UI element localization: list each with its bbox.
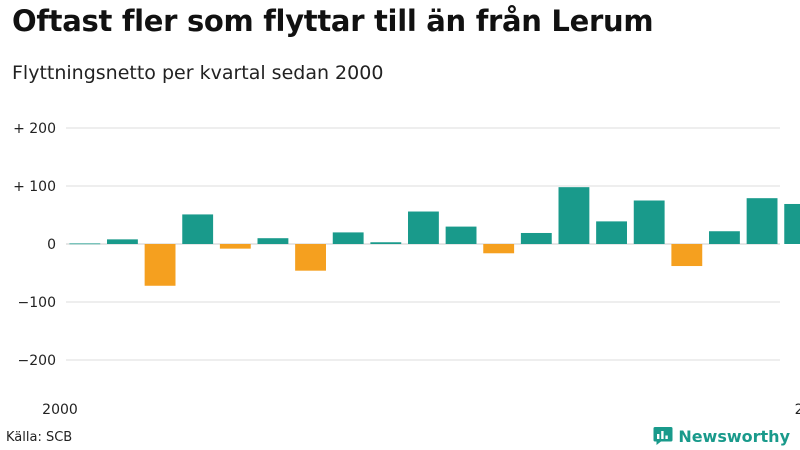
bar: [558, 187, 590, 244]
bar: [257, 238, 289, 244]
bar: [520, 232, 552, 244]
bar: [107, 239, 138, 244]
source-note: Källa: SCB: [6, 430, 73, 445]
y-tick-label: + 200: [13, 121, 56, 137]
bar-chart-speech-bubble-icon: [653, 427, 673, 445]
y-tick-label: −100: [18, 295, 56, 311]
bar: [69, 243, 101, 245]
chart-subtitle: Flyttningsnetto per kvartal sedan 2000: [12, 62, 384, 84]
bar: [182, 214, 214, 244]
bar: [144, 244, 176, 286]
bar: [370, 242, 402, 244]
chart-title: Oftast fler som flyttar till än från Ler…: [12, 4, 654, 38]
bar: [483, 244, 515, 254]
y-tick-labels: + 200 + 100 0 −100 −200: [13, 121, 56, 369]
x-tick-label: 2000: [42, 402, 78, 418]
y-tick-label: 0: [47, 237, 56, 253]
bar: [596, 221, 627, 244]
bar: [746, 198, 778, 244]
bars: [69, 187, 800, 286]
brand-logo: Newsworthy: [653, 425, 790, 447]
bar: [408, 211, 439, 244]
bar: [633, 200, 665, 244]
bar: [709, 231, 740, 244]
y-tick-label: + 100: [13, 179, 56, 195]
brand-name: Newsworthy: [678, 426, 790, 446]
bar: [671, 244, 703, 267]
bar: [784, 203, 800, 244]
bar: [219, 244, 251, 249]
x-tick-label: 2005: [795, 402, 800, 418]
x-tick-labels: 20002005201020152020: [42, 402, 800, 418]
y-tick-label: −200: [18, 353, 56, 369]
bar: [295, 244, 326, 271]
gridlines: [66, 127, 780, 361]
bar: [445, 226, 477, 244]
bar: [332, 232, 364, 244]
